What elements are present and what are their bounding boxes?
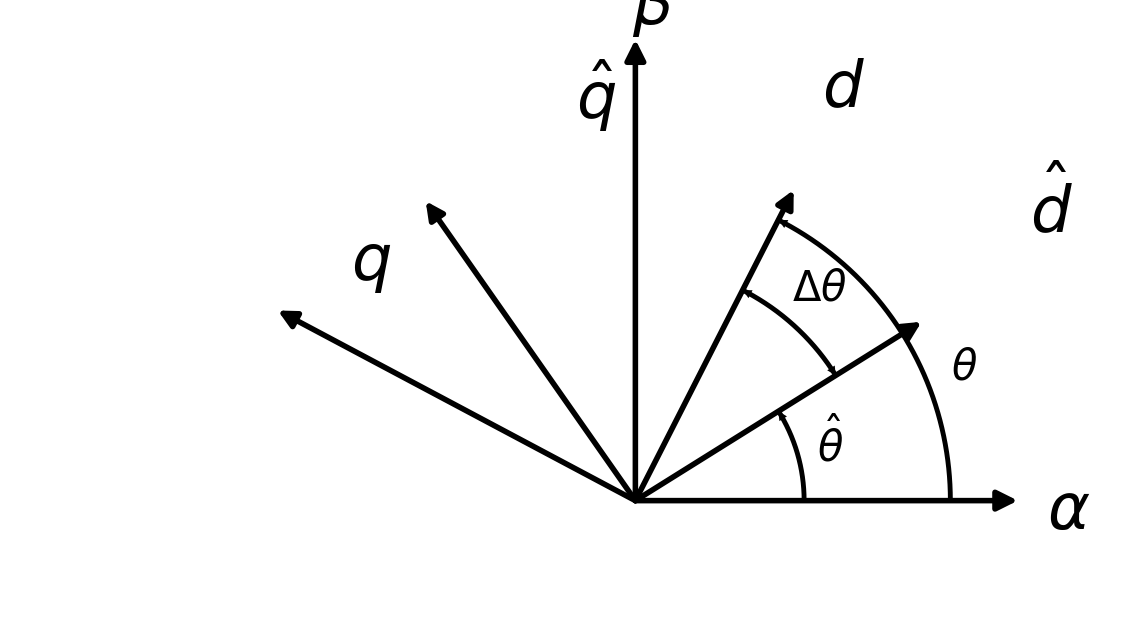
Text: $d$: $d$	[822, 59, 865, 121]
Text: $\hat{\theta}$: $\hat{\theta}$	[817, 419, 843, 471]
Text: $\Delta\theta$: $\Delta\theta$	[793, 267, 848, 309]
Text: $\hat{d}$: $\hat{d}$	[1030, 169, 1074, 247]
Text: $\beta$: $\beta$	[632, 0, 672, 38]
Text: $q$: $q$	[351, 234, 391, 295]
Text: $\alpha$: $\alpha$	[1047, 481, 1090, 542]
Text: $\hat{q}$: $\hat{q}$	[576, 57, 616, 134]
Text: $\theta$: $\theta$	[951, 347, 977, 389]
